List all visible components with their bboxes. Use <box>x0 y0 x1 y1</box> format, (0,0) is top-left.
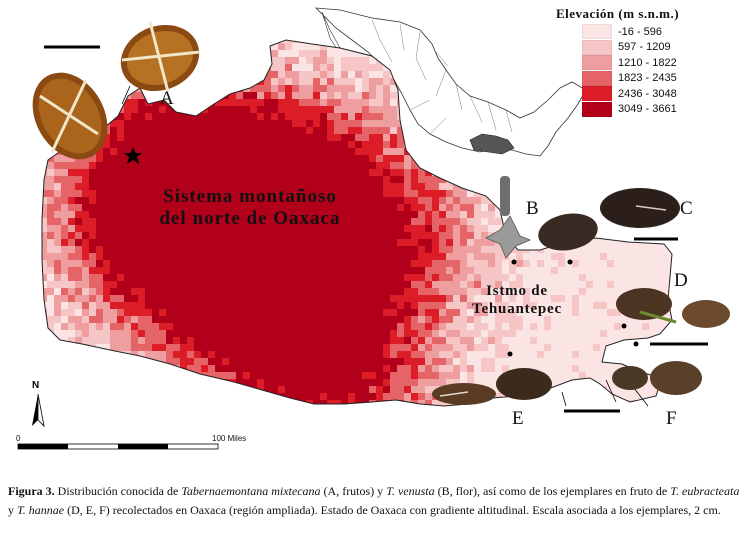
legend-item: 3049 - 3661 <box>582 101 677 118</box>
distance-scale-bar <box>17 443 219 450</box>
region-label-isthmus: Istmo de Tehuantepec <box>462 282 572 318</box>
oaxaca-highlight <box>469 133 515 155</box>
collection-points <box>507 259 639 357</box>
panel-label-f: F <box>666 408 677 429</box>
fruit-specimen-a <box>32 21 201 160</box>
caption-text-1: Distribución conocida de <box>54 484 182 498</box>
caption-species-4: T. hannae <box>17 502 65 517</box>
fruit-specimen-d <box>616 288 730 328</box>
isthmus-line2: Tehuantepec <box>472 301 562 317</box>
panel-label-a: A <box>160 88 174 109</box>
caption-text-2: (A, frutos) y <box>320 484 387 498</box>
legend-label: 597 - 1209 <box>618 41 671 54</box>
panel-label-d: D <box>674 270 688 291</box>
scale-end-label: 100 Miles <box>212 434 246 443</box>
legend-item: 1210 - 1822 <box>582 55 677 71</box>
region-north-line1: Sistema montañoso <box>163 186 337 207</box>
panel-label-b: B <box>526 198 539 219</box>
specimen-scale-bars <box>44 45 708 413</box>
panel-label-c: C <box>680 198 693 219</box>
oaxaca-elevation-map <box>17 7 730 450</box>
caption-species-2: T. venusta <box>386 484 435 498</box>
legend-item: 1823 - 2435 <box>582 70 677 87</box>
fruit-specimen-c <box>538 188 680 251</box>
elevation-legend: -16 - 596 597 - 1209 1210 - 1822 1823 - 243… <box>582 24 677 117</box>
legend-swatch <box>582 24 612 40</box>
legend-label: 2436 - 3048 <box>618 87 677 100</box>
legend-item: 2436 - 3048 <box>582 86 677 102</box>
caption-text-4: y <box>8 502 17 517</box>
legend-item: -16 - 596 <box>582 24 677 40</box>
legend-item: 597 - 1209 <box>582 39 677 56</box>
legend-swatch <box>582 39 612 55</box>
legend-swatch <box>582 86 612 102</box>
legend-label: -16 - 596 <box>618 25 663 38</box>
north-label: N <box>32 380 40 391</box>
fruit-specimen-e <box>432 368 552 405</box>
star-marker-icon <box>124 147 142 164</box>
scale-unit: Miles <box>227 434 247 443</box>
flower-specimen-b <box>485 176 532 259</box>
fruit-specimen-f <box>612 361 702 395</box>
legend-title: Elevación (m s.n.m.) <box>556 6 680 21</box>
caption-text-5: (D, E, F) recolectados en Oaxaca (región… <box>64 502 721 517</box>
legend-swatch <box>582 70 612 86</box>
north-arrow-icon <box>32 393 45 428</box>
figure-caption: Figura 3. Distribución conocida de Taber… <box>8 482 740 519</box>
legend-label: 3049 - 3661 <box>618 103 677 116</box>
region-north-line2: del norte de Oaxaca <box>159 208 341 229</box>
isthmus-line1: Istmo de <box>486 283 548 299</box>
caption-species-1: Tabernaemontana mixtecana <box>181 484 321 498</box>
legend-swatch <box>582 101 612 117</box>
scale-start-label: 0 <box>16 434 21 443</box>
legend-label: 1210 - 1822 <box>618 56 677 69</box>
legend-swatch <box>582 55 612 71</box>
caption-text-3: (B, flor), así como de los ejemplares en… <box>434 484 671 498</box>
region-label-north: Sistema montañoso del norte de Oaxaca <box>130 186 370 230</box>
caption-figure-label: Figura 3. <box>8 484 55 498</box>
caption-species-3: T. eubracteata <box>670 484 740 498</box>
panel-label-e: E <box>512 408 524 429</box>
scale-end-value: 100 <box>212 434 226 443</box>
legend-label: 1823 - 2435 <box>618 72 677 85</box>
